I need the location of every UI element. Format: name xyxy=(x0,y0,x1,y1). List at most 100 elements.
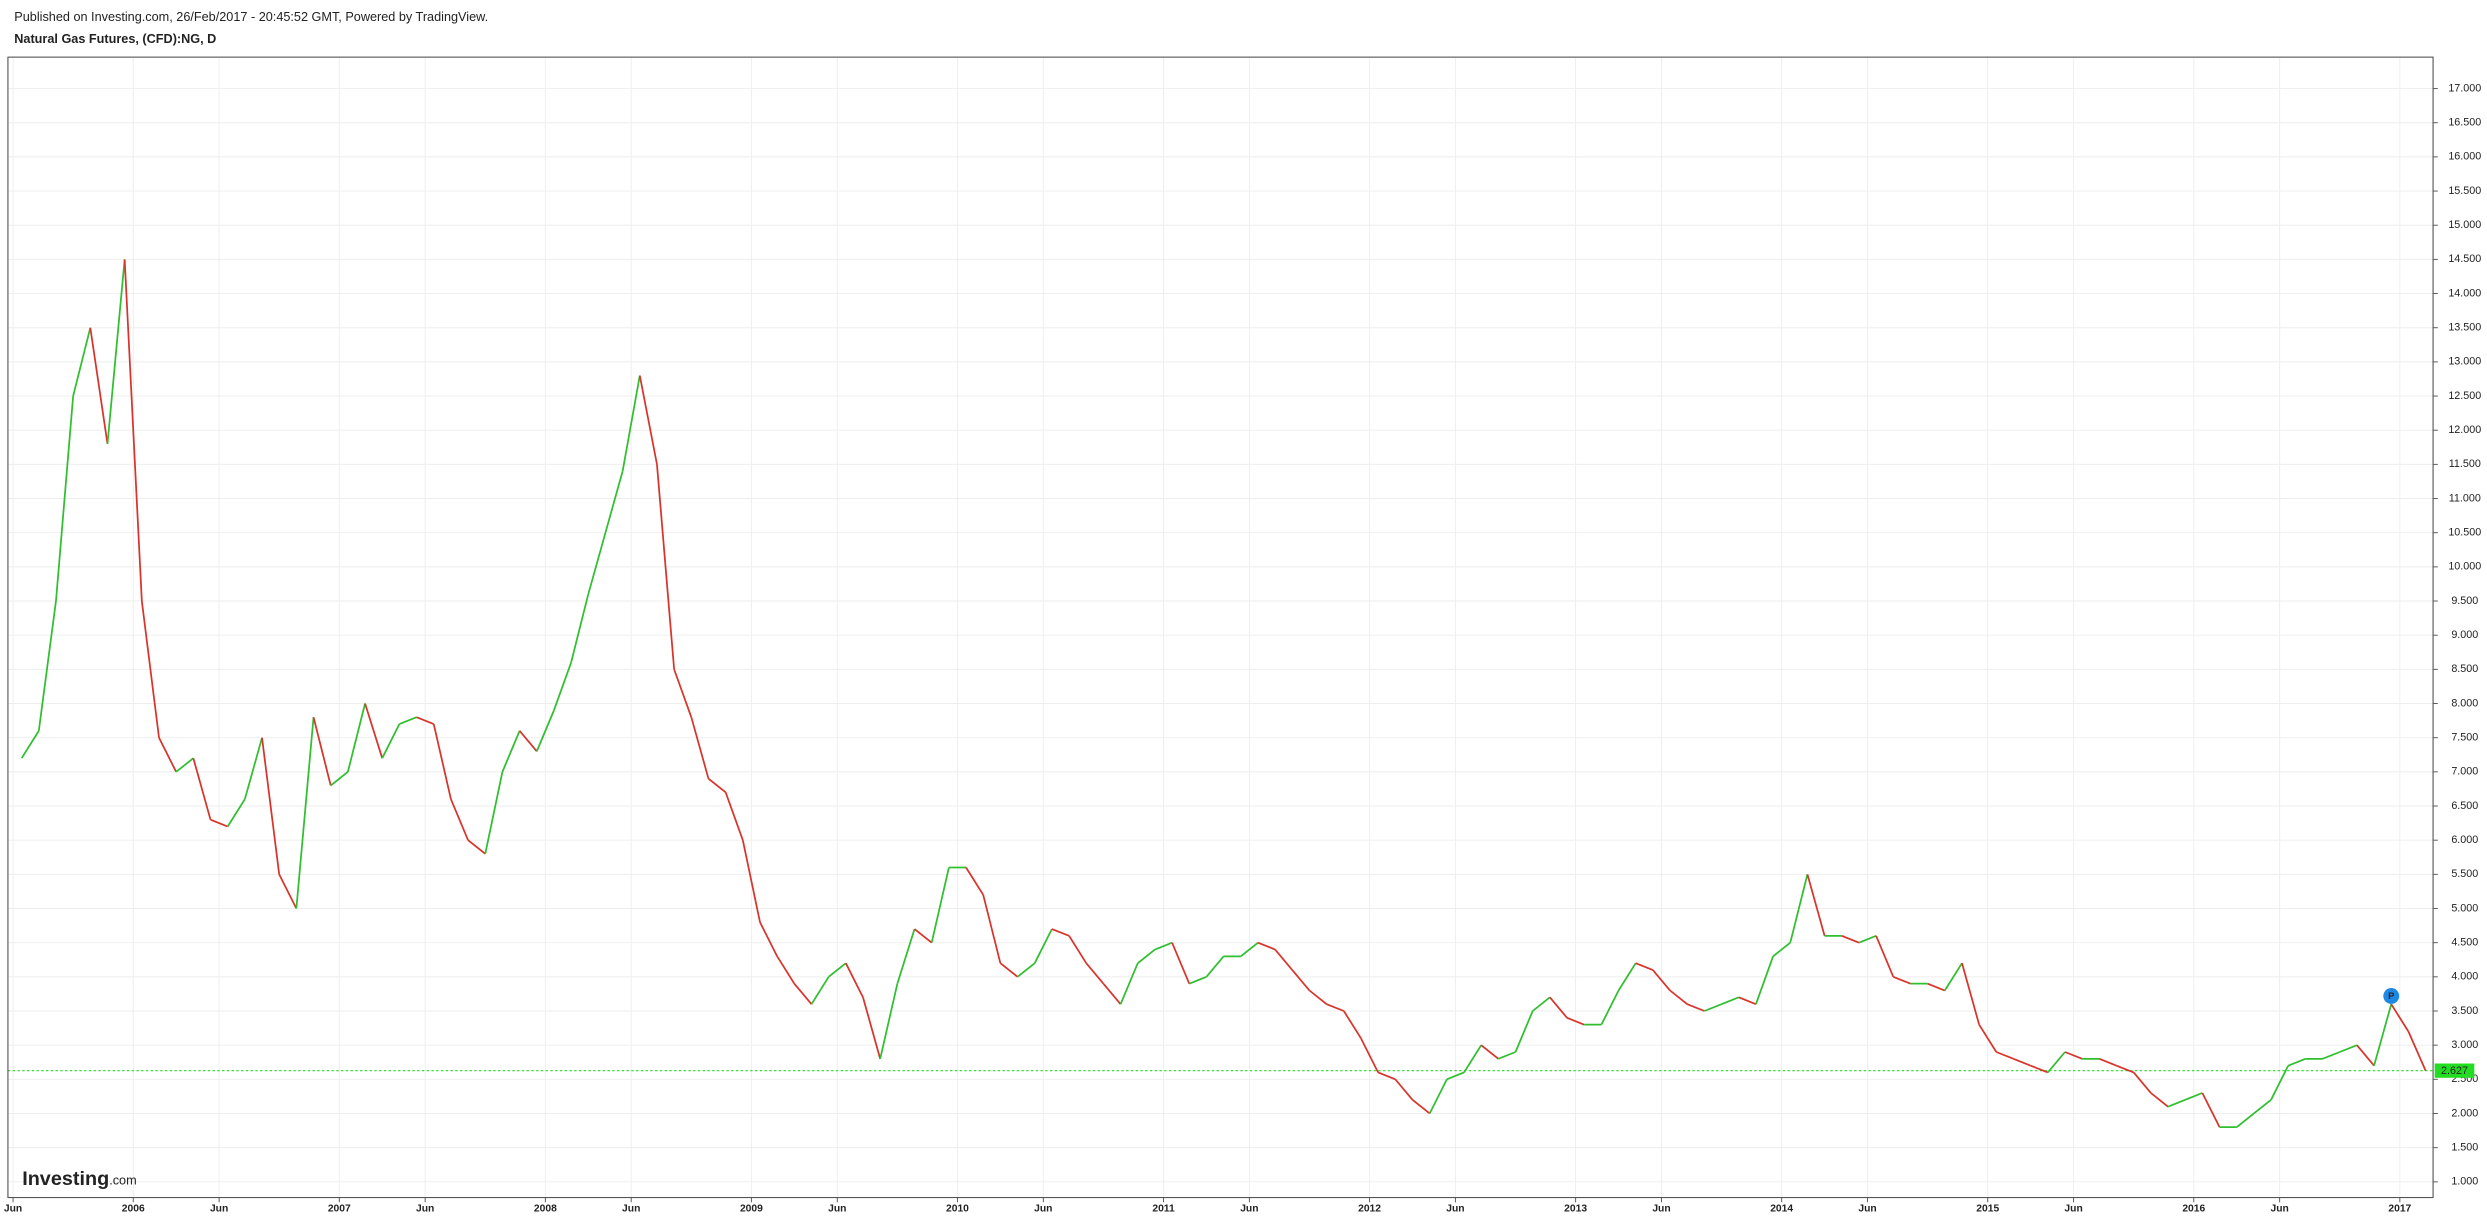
y-tick-label: 8.500 xyxy=(2451,663,2478,675)
y-tick-label: 4.000 xyxy=(2451,971,2478,983)
y-tick-label: 17.000 xyxy=(2448,82,2481,94)
price-segment xyxy=(2390,1003,2410,1032)
price-segment xyxy=(1532,996,1551,1012)
price-segment xyxy=(347,703,366,773)
price-segment xyxy=(2407,1031,2427,1072)
price-segment xyxy=(656,464,676,670)
x-tick-label: 2010 xyxy=(946,1203,969,1214)
price-segment xyxy=(450,798,469,841)
price-segment xyxy=(673,669,693,718)
price-segment xyxy=(845,962,864,998)
price-segment xyxy=(1978,1024,1998,1053)
price-segment xyxy=(2133,1071,2152,1094)
y-tick-label: 14.000 xyxy=(2448,287,2481,299)
price-segment xyxy=(1102,983,1122,1005)
price-segment xyxy=(741,840,761,923)
price-segment xyxy=(20,730,40,759)
y-tick-label: 6.000 xyxy=(2451,834,2478,846)
price-segment xyxy=(1274,948,1293,971)
price-segment xyxy=(2356,1044,2375,1067)
plot-area: P xyxy=(7,259,2434,1129)
price-segment xyxy=(638,375,658,465)
y-tick-label: 16.000 xyxy=(2448,151,2481,163)
price-segment xyxy=(1704,1003,1722,1012)
price-segment xyxy=(226,798,246,827)
price-segment xyxy=(1789,874,1809,943)
price-segment xyxy=(1686,1003,1705,1012)
price-segment xyxy=(1549,996,1568,1019)
y-tick-label: 5.500 xyxy=(2451,868,2478,880)
x-tick-label: 2006 xyxy=(122,1203,145,1214)
price-segment xyxy=(1394,1078,1414,1101)
price-segment xyxy=(1171,942,1191,985)
price-segment xyxy=(123,259,143,602)
price-segment xyxy=(1617,962,1637,991)
price-segment xyxy=(364,703,384,759)
price-segment xyxy=(999,962,1019,978)
price-segment xyxy=(2201,1092,2221,1128)
price-segment xyxy=(1051,928,1070,937)
x-tick-label: 2008 xyxy=(534,1203,557,1214)
y-tick-label: 9.000 xyxy=(2451,629,2478,641)
price-segment xyxy=(399,716,417,725)
logo-suffix: .com xyxy=(109,1174,136,1188)
price-segment xyxy=(37,600,57,731)
price-segment xyxy=(106,259,126,444)
price-segment xyxy=(244,737,263,800)
price-segment xyxy=(604,470,624,533)
price-segment xyxy=(1137,948,1156,964)
logo: Investing.com xyxy=(22,1168,136,1190)
price-segment xyxy=(1806,874,1826,937)
x-tick-label: Jun xyxy=(416,1203,434,1214)
price-segment xyxy=(1377,1071,1396,1081)
price-segment xyxy=(175,757,194,773)
x-tick-label: Jun xyxy=(210,1203,228,1214)
price-segment xyxy=(896,928,916,984)
price-segment xyxy=(1944,962,1963,991)
price-segment xyxy=(1772,941,1791,958)
price-segment xyxy=(2322,1051,2341,1060)
price-segment xyxy=(158,737,177,773)
price-segment xyxy=(930,867,950,943)
x-tick-label: 2015 xyxy=(1976,1203,1999,1214)
price-segment xyxy=(1841,935,1860,944)
price-segment xyxy=(1205,955,1225,978)
y-tick-label: 7.500 xyxy=(2451,732,2478,744)
y-tick-label: 15.000 xyxy=(2448,219,2481,231)
price-segment xyxy=(982,894,1002,964)
price-segment xyxy=(1343,1010,1362,1039)
price-segment xyxy=(1514,1010,1534,1053)
x-tick-label: 2009 xyxy=(740,1203,763,1214)
price-segment xyxy=(2253,1099,2272,1115)
price-segment xyxy=(1326,1003,1345,1012)
x-tick-label: Jun xyxy=(2064,1203,2082,1214)
y-tick-label: 1.000 xyxy=(2451,1176,2478,1188)
price-segment xyxy=(72,327,92,397)
price-segment xyxy=(1961,962,1980,1025)
event-marker xyxy=(2383,988,2400,1004)
price-segment xyxy=(587,532,607,595)
price-segment xyxy=(1480,1044,1499,1060)
price-segment xyxy=(759,921,778,957)
price-segment xyxy=(1119,962,1139,1005)
price-segment xyxy=(2339,1044,2358,1053)
price-segment xyxy=(810,976,830,1005)
y-tick-label: 2.000 xyxy=(2451,1107,2478,1119)
x-tick-label: Jun xyxy=(622,1203,640,1214)
price-segment xyxy=(2030,1064,2049,1074)
x-tick-label: 2013 xyxy=(1564,1203,1587,1214)
price-segment xyxy=(432,723,452,800)
last-price-box xyxy=(2434,1063,2475,1078)
price-segment xyxy=(1600,990,1620,1026)
y-tick-label: 12.000 xyxy=(2448,424,2481,436)
price-segment xyxy=(55,395,75,602)
y-tick-label: 13.500 xyxy=(2448,322,2481,334)
y-tick-label: 6.500 xyxy=(2451,800,2478,812)
price-segment xyxy=(1875,935,1895,978)
last-price-tag: 2.627 xyxy=(2434,1063,2475,1078)
price-segment xyxy=(467,839,486,855)
price-segment xyxy=(1240,941,1259,958)
price-segment xyxy=(1755,956,1774,1005)
price-segment xyxy=(1291,969,1311,992)
price-segment xyxy=(1360,1037,1379,1073)
